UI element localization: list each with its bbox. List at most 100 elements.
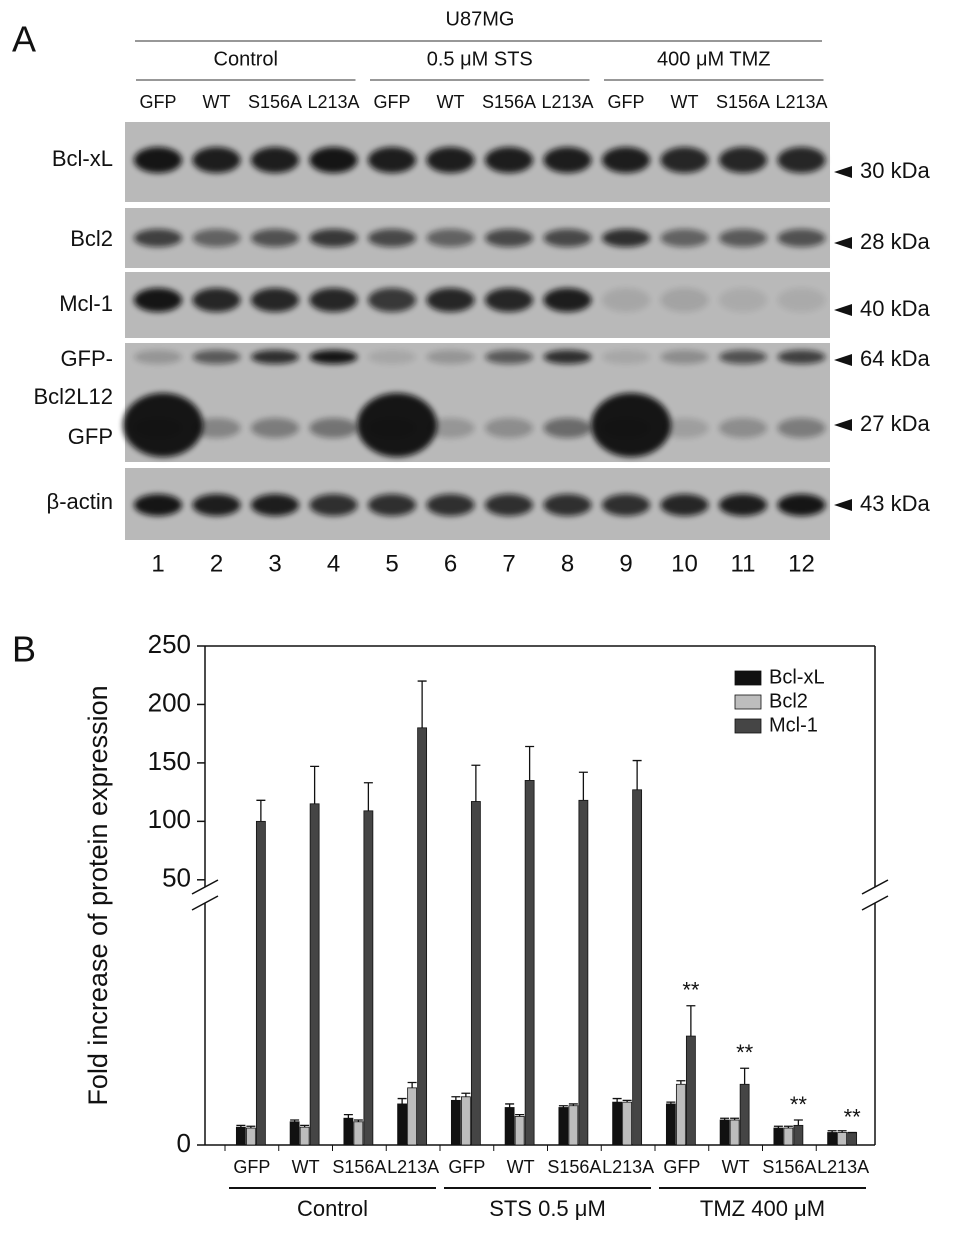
bar [558,1107,569,1146]
error-bar [451,1096,461,1101]
band [660,147,709,173]
error-bar [793,1119,803,1126]
group-label: STS 0.5 μM [489,1196,606,1221]
group-label: Control [297,1196,368,1221]
axis-break [861,879,889,895]
band [543,418,592,438]
error-bar [837,1130,847,1133]
band [485,288,533,312]
band [251,494,299,516]
legend-swatch [734,670,762,686]
bar [289,1121,300,1146]
legend-label: Bcl2 [769,690,808,712]
protein-label: Bcl-xL [52,146,113,171]
band [134,350,182,364]
band [309,418,358,438]
marker-arrow [834,354,852,366]
error-bar [363,782,373,811]
bar [353,1121,364,1146]
marker-arrow [834,166,852,178]
size-marker: 43 kDa [860,491,930,516]
error-bar [525,745,535,781]
x-tick-label: L213A [387,1157,439,1177]
lane-number: 3 [268,550,281,577]
y-tick-label: 0 [177,1128,191,1158]
error-bar [612,1097,622,1103]
band [309,147,358,173]
error-bar [730,1117,740,1120]
bar [504,1107,515,1146]
bar [719,1119,730,1146]
lane-number: 6 [444,550,457,577]
bar [417,727,428,1146]
bar [793,1124,804,1146]
panel-label: A [12,19,36,60]
bar [739,1083,750,1146]
band [485,147,533,173]
lane-label: GFP [373,92,410,112]
treatment-label: 400 μM TMZ [657,48,770,70]
bar [827,1132,838,1146]
lane-label: WT [203,92,231,112]
band [309,288,358,312]
band [719,147,767,173]
bar [309,803,320,1146]
error-bar [740,1067,750,1085]
axis-break [861,895,889,911]
lane-number: 11 [731,550,756,577]
bar [665,1103,676,1146]
band [192,288,241,312]
x-tick-label: GFP [448,1157,485,1177]
x-tick-label: S156A [547,1157,601,1177]
band [368,494,416,516]
band [192,494,241,516]
bar [460,1096,471,1146]
band [134,147,182,173]
error-bar [505,1103,515,1108]
band [134,229,182,247]
significance-mark: ** [736,1040,754,1065]
error-bar [558,1105,568,1108]
band [368,350,416,364]
bar [568,1105,579,1146]
blot-strip [125,272,830,338]
significance-mark: ** [682,978,700,1003]
band [777,288,826,312]
x-tick-label: WT [722,1157,750,1177]
bar [612,1101,623,1146]
band [485,418,533,438]
band [368,229,416,247]
band [543,350,592,364]
band [543,147,592,173]
band [602,494,650,516]
group-label: TMZ 400 μM [700,1196,825,1221]
y-tick-label: 50 [162,863,191,893]
band [134,494,182,516]
band [777,147,826,173]
marker-arrow [834,304,852,316]
x-tick-label: S156A [332,1157,386,1177]
lane-number: 12 [788,550,815,577]
band [134,288,182,312]
band [660,350,709,364]
band [777,350,826,364]
x-tick-label: L213A [602,1157,654,1177]
band [719,494,767,516]
significance-mark: ** [790,1092,808,1117]
bar [363,810,374,1146]
bar [470,801,481,1146]
band [602,229,650,247]
bar [578,799,589,1146]
band [192,229,241,247]
band [192,418,241,438]
band [777,229,826,247]
blot-strip [125,468,830,540]
bar [407,1087,418,1146]
size-marker: 40 kDa [860,296,930,321]
protein-label: β-actin [47,489,113,514]
y-tick-label: 250 [148,629,191,659]
band [660,494,709,516]
band [777,494,826,516]
lane-label: GFP [607,92,644,112]
band [309,350,358,364]
